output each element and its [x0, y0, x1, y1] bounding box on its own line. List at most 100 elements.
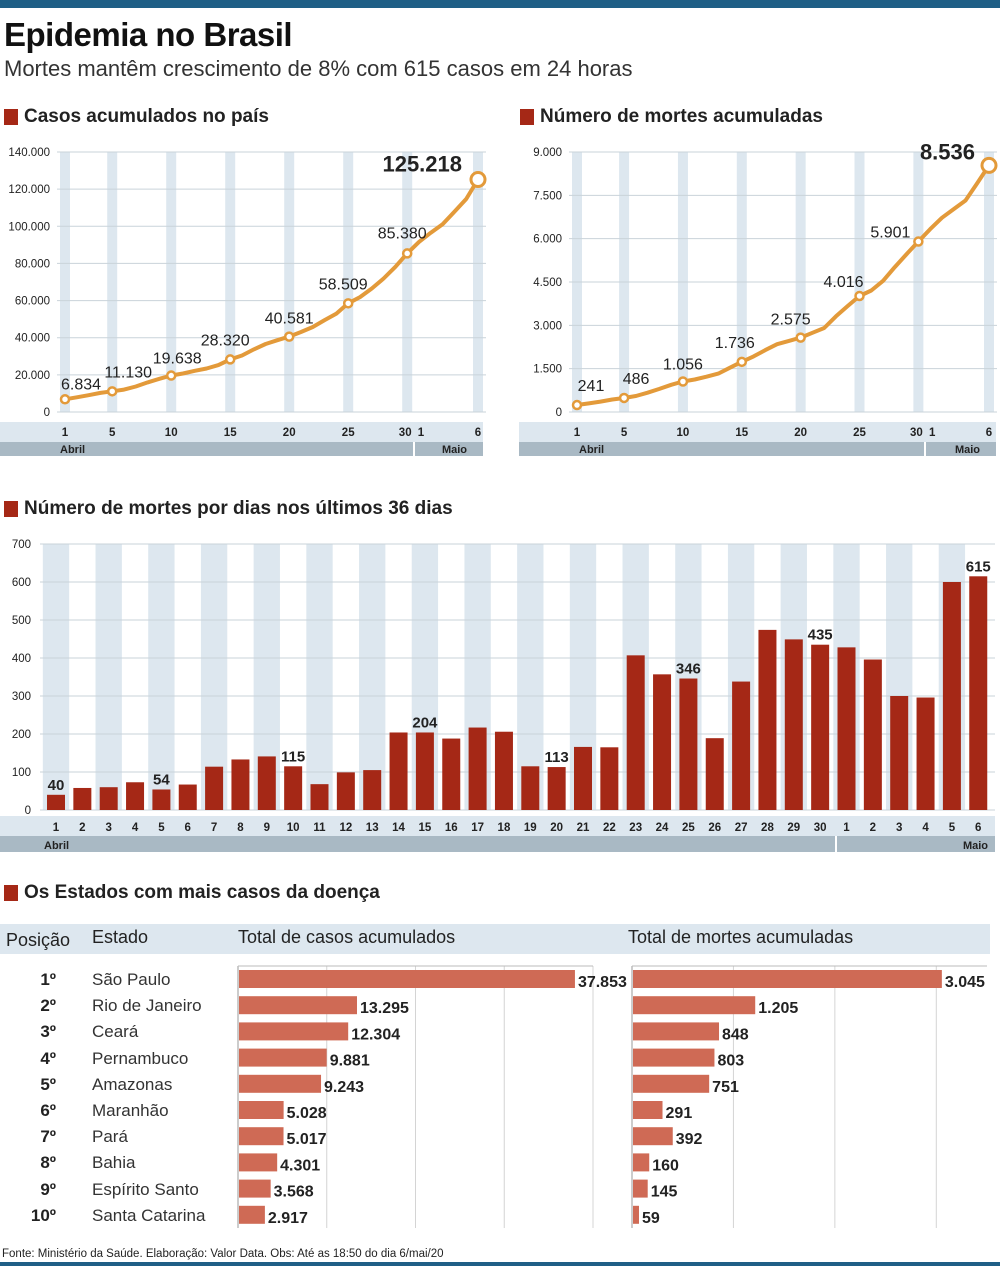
bar-value-label: 615 — [966, 558, 991, 575]
x-tick-label: 10 — [677, 427, 690, 439]
deaths-value-label: 392 — [676, 1131, 703, 1148]
bar-value-label: 204 — [412, 714, 438, 731]
deaths-bar — [633, 970, 942, 988]
deaths-value-label: 3.045 — [945, 974, 985, 991]
data-label: 11.130 — [104, 364, 152, 381]
section-marker — [4, 885, 18, 901]
deaths-bar — [633, 1205, 639, 1224]
x-tick-label: 7 — [211, 822, 217, 834]
bar — [942, 582, 961, 810]
cases-value-label: 12.304 — [351, 1026, 400, 1043]
bottom-rule — [0, 1262, 1000, 1266]
deaths-bar — [633, 1074, 710, 1093]
page-subtitle: Mortes mantêm crescimento de 8% com 615 … — [4, 56, 633, 81]
x-tick-label: 1 — [62, 427, 69, 439]
deaths-bar — [633, 996, 756, 1015]
x-tick-label: 1 — [574, 427, 581, 439]
bar — [310, 784, 329, 810]
x-tick-label: 5 — [621, 427, 628, 439]
bar — [178, 784, 197, 810]
grid-band — [107, 152, 118, 412]
y-tick-label: 40.000 — [15, 333, 50, 345]
x-tick-label: 26 — [708, 822, 721, 834]
x-tick-label: 8 — [237, 822, 244, 834]
y-tick-label: 600 — [12, 577, 31, 589]
row-position: 10º — [30, 1205, 56, 1225]
row-state: Pará — [92, 1127, 128, 1147]
cases-value-label: 9.881 — [330, 1053, 370, 1070]
x-tick-label: 15 — [224, 427, 237, 439]
row-position: 9º — [40, 1179, 56, 1199]
data-label: 486 — [623, 371, 650, 388]
deaths-bar — [633, 1048, 715, 1067]
y-tick-label: 500 — [12, 615, 31, 627]
col-cases-header: Total de casos acumulados — [238, 927, 456, 947]
y-tick-label: 7.500 — [533, 190, 562, 202]
x-tick-label: 1 — [418, 427, 425, 439]
row-state: Ceará — [92, 1022, 139, 1042]
bar — [494, 731, 513, 810]
data-point — [469, 170, 487, 188]
bar — [732, 681, 751, 810]
cases-value-label: 3.568 — [274, 1184, 314, 1201]
x-tick-label: 20 — [794, 427, 807, 439]
cases-bar — [239, 1205, 265, 1224]
y-tick-label: 100.000 — [8, 221, 50, 233]
x-tick-label: 11 — [313, 822, 326, 834]
row-position: 5º — [40, 1074, 56, 1094]
bar — [784, 639, 803, 810]
bar — [468, 727, 487, 810]
bar-value-label: 113 — [545, 749, 569, 766]
bar — [152, 789, 171, 810]
bar — [336, 772, 355, 810]
data-point — [854, 290, 865, 302]
bar-value-label: 54 — [153, 771, 170, 788]
bar — [415, 732, 434, 810]
data-label: 125.218 — [382, 151, 462, 176]
x-tick-label: 30 — [399, 427, 412, 439]
x-tick-label: 24 — [656, 822, 669, 834]
bar-value-label: 40 — [48, 777, 65, 794]
x-tick-label: 6 — [475, 427, 481, 439]
y-tick-label: 80.000 — [15, 258, 50, 270]
y-tick-label: 0 — [44, 407, 50, 419]
bar — [363, 770, 382, 810]
page-title: Epidemia no Brasil — [4, 16, 293, 53]
cases-value-label: 2.917 — [268, 1210, 308, 1227]
month-label-maio: Maio — [442, 444, 467, 456]
y-tick-label: 200 — [12, 729, 31, 741]
bar — [205, 766, 224, 810]
data-point — [980, 156, 998, 174]
row-position: 1º — [40, 970, 56, 989]
x-axis-strip — [0, 422, 483, 442]
x-tick-label: 25 — [853, 427, 866, 439]
y-tick-label: 9.000 — [533, 147, 562, 159]
x-tick-label: 5 — [109, 427, 116, 439]
data-point — [736, 356, 748, 368]
deaths-bar — [633, 1179, 648, 1198]
grid-band — [402, 152, 413, 412]
y-tick-label: 4.500 — [533, 277, 562, 289]
cases-value-label: 4.301 — [280, 1157, 320, 1174]
deaths-bar — [633, 1153, 650, 1172]
data-label: 6.834 — [61, 376, 101, 393]
bar — [389, 732, 408, 810]
bar — [969, 576, 988, 810]
deaths-chart-title: Número de mortes acumuladas — [520, 106, 823, 128]
row-position: 7º — [40, 1127, 56, 1147]
x-tick-label: 6 — [986, 427, 992, 439]
grid-band — [42, 544, 70, 810]
grid-band — [284, 152, 295, 412]
y-tick-label: 100 — [12, 767, 31, 779]
x-axis-strip — [519, 422, 996, 442]
data-label: 40.581 — [265, 311, 314, 328]
bar — [626, 655, 645, 810]
cases-bar — [239, 1101, 284, 1119]
data-label: 241 — [578, 378, 605, 395]
row-state: Santa Catarina — [92, 1205, 206, 1225]
grid-band — [359, 544, 386, 810]
row-position: 8º — [40, 1153, 56, 1173]
month-strip — [519, 442, 996, 456]
y-tick-label: 3.000 — [533, 320, 562, 332]
grid-band — [517, 544, 544, 810]
